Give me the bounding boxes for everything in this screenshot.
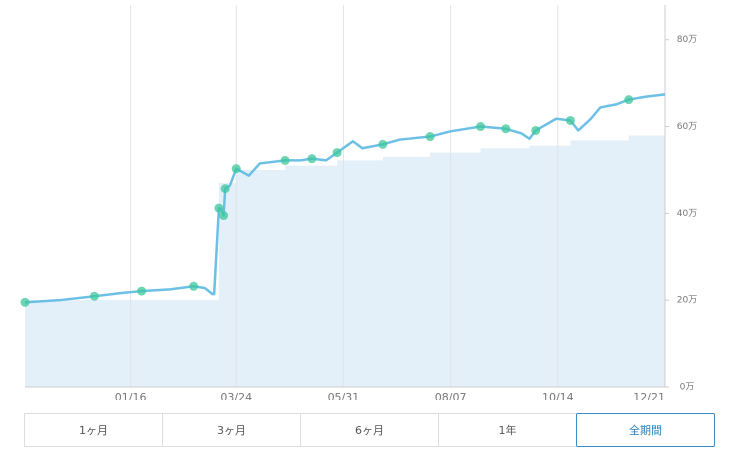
- y-tick-label: 40万: [677, 209, 697, 219]
- y-tick-label: 20万: [677, 296, 697, 306]
- range-button[interactable]: 1ヶ月: [24, 413, 163, 447]
- x-tick-label: 03/24: [220, 391, 252, 400]
- trade-marker: [476, 122, 486, 132]
- y-tick-label: 0万: [680, 383, 695, 393]
- trade-marker: [624, 95, 634, 105]
- invested-area: [25, 135, 665, 387]
- trade-marker: [189, 281, 199, 291]
- range-buttons: 1ヶ月 3ヶ月 6ヶ月 1年 全期間: [24, 413, 715, 447]
- y-tick-label: 60万: [677, 122, 697, 132]
- trade-marker: [332, 148, 342, 158]
- trade-marker: [280, 155, 290, 165]
- trade-marker: [307, 154, 317, 164]
- range-button[interactable]: 全期間: [576, 413, 715, 447]
- x-tick-label: 12/21: [633, 391, 665, 400]
- trade-marker: [214, 203, 224, 213]
- chart: 01/16 03/24 05/31 08/07 10/14 12/21 0万 20万 40万 60…: [20, 5, 697, 400]
- trade-marker: [425, 132, 435, 142]
- trade-marker: [220, 184, 230, 194]
- y-tick-label: 80万: [677, 35, 697, 45]
- trade-marker: [378, 139, 388, 149]
- trade-marker: [565, 115, 575, 125]
- range-button[interactable]: 6ヶ月: [300, 413, 439, 447]
- range-button[interactable]: 1年: [438, 413, 577, 447]
- trade-marker: [219, 211, 229, 221]
- trade-marker: [89, 291, 99, 301]
- range-button[interactable]: 3ヶ月: [162, 413, 301, 447]
- trade-marker: [137, 286, 147, 296]
- x-tick-label: 01/16: [115, 391, 147, 400]
- trade-marker: [531, 125, 541, 135]
- x-tick-label: 05/31: [328, 391, 360, 400]
- x-tick-label: 10/14: [542, 391, 574, 400]
- trade-marker: [501, 124, 511, 134]
- trade-marker: [20, 297, 30, 307]
- x-tick-label: 08/07: [435, 391, 467, 400]
- trade-marker: [231, 164, 241, 174]
